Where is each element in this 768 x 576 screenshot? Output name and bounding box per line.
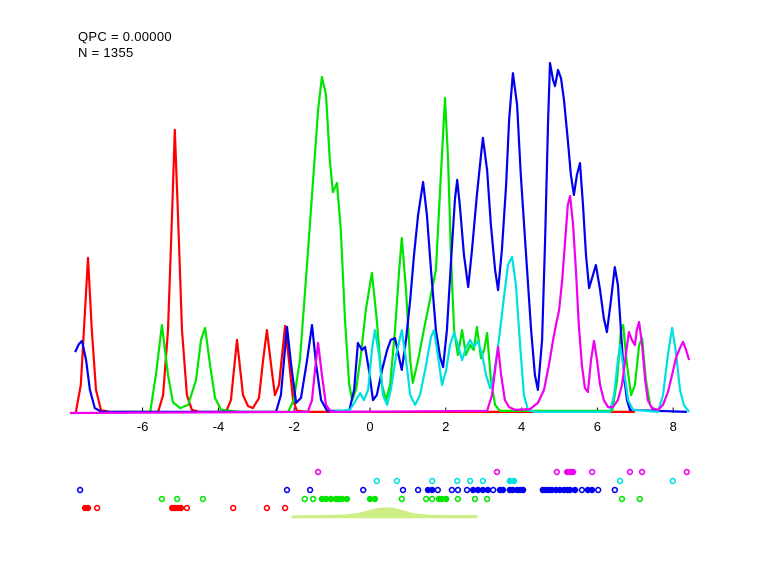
- samples-green-dot: [422, 495, 430, 503]
- samples-blue-dot: [399, 486, 407, 494]
- samples-blue-dot: [578, 486, 586, 494]
- samples-cyan-dot: [393, 477, 401, 485]
- samples-red-dot: [84, 504, 92, 512]
- samples-cyan-dot: [429, 477, 436, 485]
- samples-blue-dot: [429, 486, 436, 494]
- samples-red-dot: [177, 504, 185, 512]
- samples-blue-dot: [414, 486, 422, 494]
- samples-green-dot: [636, 495, 643, 503]
- samples-green-dot: [398, 495, 405, 503]
- x-tick-label: 4: [518, 419, 525, 434]
- projection-kde: [291, 507, 478, 519]
- samples-green-dot: [371, 495, 379, 503]
- class-density-blue-curve: [74, 61, 687, 413]
- samples-blue-dot: [611, 486, 618, 494]
- samples-green-dot: [443, 495, 450, 503]
- samples-cyan-dot: [454, 477, 461, 485]
- samples-green-dot: [483, 495, 491, 503]
- samples-magenta-dot: [683, 468, 690, 476]
- x-tick-label: -4: [213, 419, 225, 434]
- samples-green-dot: [327, 495, 335, 503]
- samples-cyan-dot: [373, 477, 380, 485]
- samples-blue-dot: [499, 486, 507, 494]
- samples-magenta-dot: [569, 468, 577, 476]
- samples-blue-dot: [566, 486, 574, 494]
- class-density-cyan-curve: [329, 255, 690, 413]
- samples-blue-dot: [594, 486, 602, 494]
- samples-green-dot: [173, 495, 181, 503]
- samples-blue-dot: [519, 486, 527, 494]
- x-tick-label: 8: [670, 419, 677, 434]
- samples-green-dot: [618, 495, 626, 503]
- samples-blue-dot: [76, 486, 84, 494]
- samples-cyan-dot: [669, 477, 676, 485]
- samples-blue-dot: [474, 486, 482, 494]
- samples-blue-dot: [283, 486, 291, 494]
- samples-blue-dot: [360, 486, 367, 494]
- class-density-green-curve: [111, 75, 656, 413]
- qpc-value-text: QPC = 0.00000: [78, 29, 172, 44]
- samples-blue-dot: [484, 486, 492, 494]
- samples-magenta-dot: [588, 468, 596, 476]
- samples-green-dot: [309, 495, 317, 503]
- samples-green-dot: [322, 495, 330, 503]
- samples-cyan-dot: [479, 477, 487, 485]
- x-tick-label: 0: [366, 419, 373, 434]
- samples-blue-dot: [448, 486, 456, 494]
- samples-magenta-dot: [314, 468, 322, 476]
- samples-red-dot: [263, 504, 271, 512]
- stats-annotation: QPC = 0.00000 N = 1355: [78, 29, 172, 61]
- samples-red-dot: [183, 504, 191, 512]
- samples-green-dot: [454, 495, 462, 503]
- samples-blue-dot: [571, 486, 579, 494]
- samples-blue-dot: [479, 486, 487, 494]
- samples-blue-dot: [306, 486, 314, 494]
- samples-magenta-dot: [553, 468, 560, 476]
- samples-magenta-dot: [626, 468, 634, 476]
- samples-green-dot: [158, 495, 166, 503]
- class-density-magenta-curve: [69, 194, 691, 415]
- samples-cyan-dot: [616, 477, 624, 485]
- samples-green-dot: [199, 495, 207, 503]
- x-tick-label: 6: [594, 419, 601, 434]
- samples-blue-dot: [454, 486, 462, 494]
- samples-green-dot: [471, 495, 479, 503]
- sample-count-text: N = 1355: [78, 45, 134, 60]
- samples-red-dot: [230, 504, 237, 512]
- x-tick-label: 2: [442, 419, 449, 434]
- samples-green-dot: [366, 495, 374, 503]
- samples-red-dot: [93, 504, 101, 512]
- x-tick-label: -6: [137, 419, 149, 434]
- x-tick-label: -2: [288, 419, 300, 434]
- samples-blue-dot: [434, 486, 441, 494]
- samples-magenta-dot: [493, 468, 501, 476]
- samples-cyan-dot: [466, 477, 474, 485]
- samples-blue-dot: [490, 486, 497, 494]
- samples-blue-dot: [469, 486, 477, 494]
- samples-magenta-dot: [638, 468, 646, 476]
- samples-green-dot: [429, 495, 436, 503]
- samples-blue-dot: [463, 486, 471, 494]
- samples-green-dot: [343, 495, 351, 503]
- samples-red-dot: [281, 504, 289, 512]
- samples-green-dot: [301, 495, 308, 503]
- samples-blue-dot: [588, 486, 596, 494]
- samples-green-dot: [338, 495, 346, 503]
- samples-cyan-dot: [510, 477, 518, 485]
